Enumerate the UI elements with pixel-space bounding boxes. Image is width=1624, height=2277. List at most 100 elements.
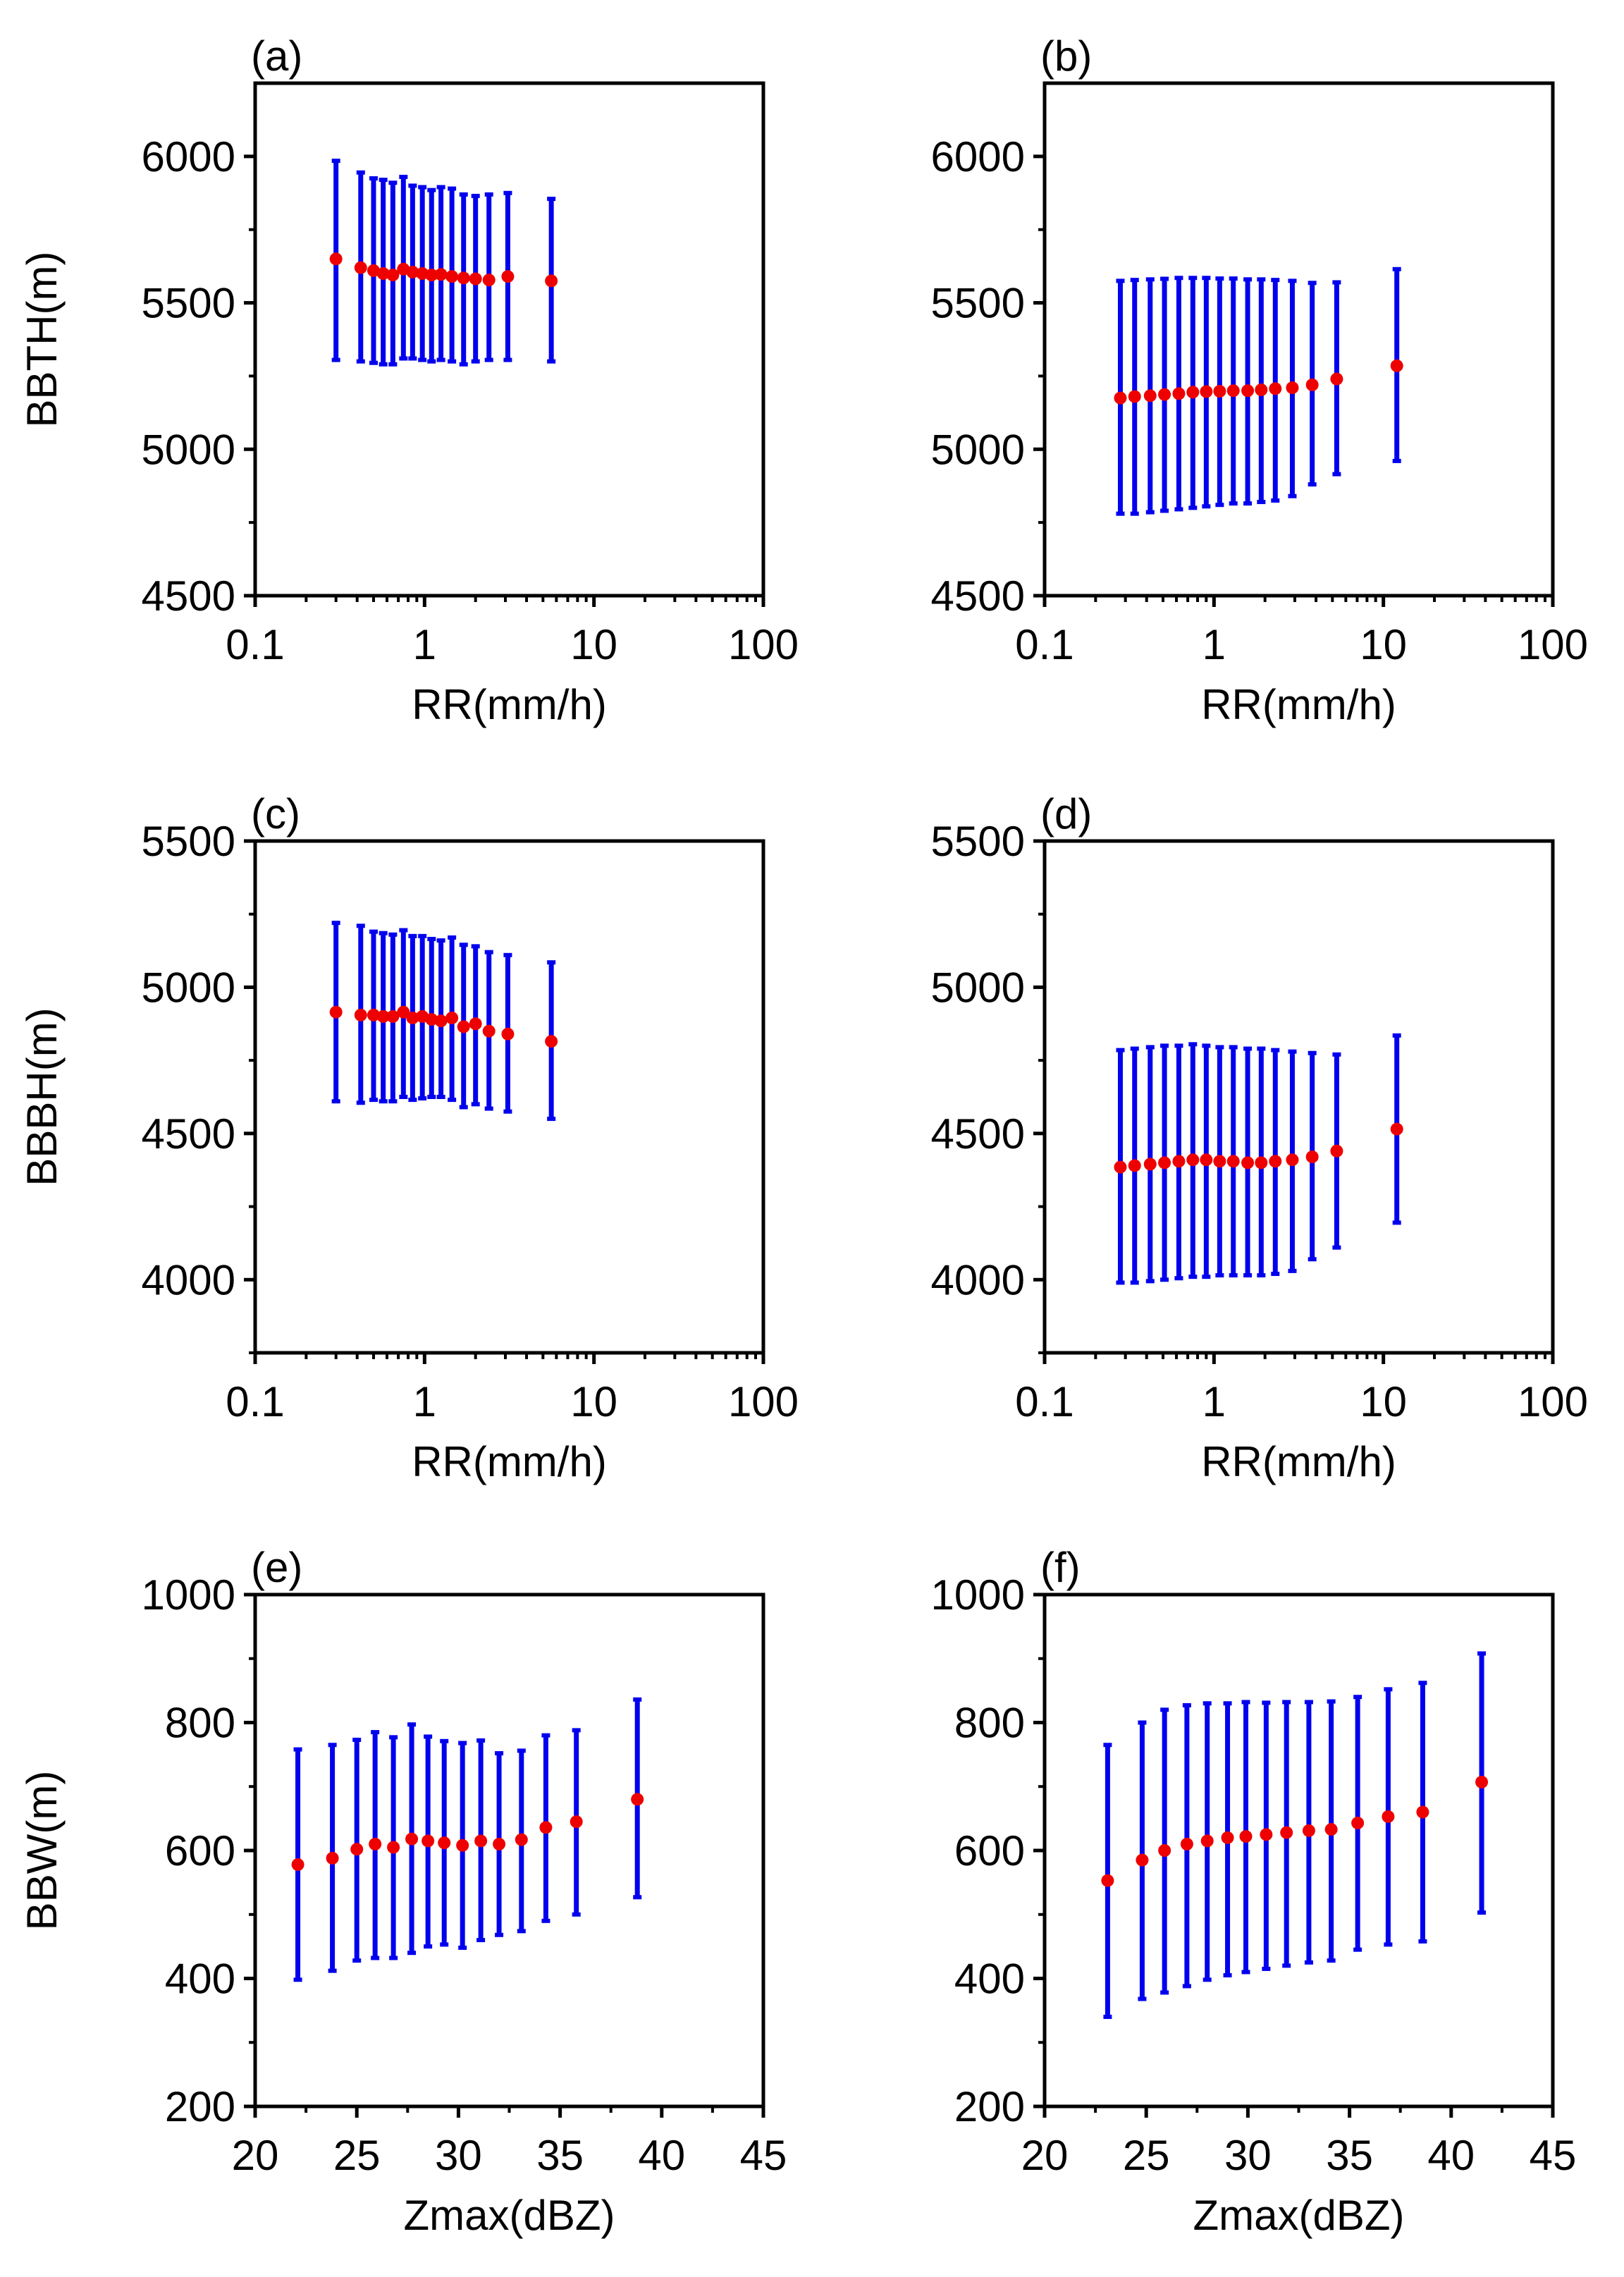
- mean-point: [1158, 388, 1171, 401]
- mean-point: [1143, 389, 1157, 403]
- y-tick-label: 5500: [931, 818, 1025, 865]
- mean-point: [1180, 1837, 1193, 1851]
- mean-point: [329, 1005, 343, 1019]
- mean-point: [539, 1821, 553, 1834]
- x-tick-label: 1: [1202, 1378, 1226, 1425]
- y-tick-label: 4000: [931, 1256, 1025, 1303]
- mean-point: [1390, 1122, 1403, 1136]
- mean-point: [1158, 1844, 1171, 1857]
- x-tick-label: 40: [1427, 2132, 1475, 2179]
- chart-panel-b: 4500 5000 5500 6000 0.1 1 10 100 (b) RR(mm/h): [931, 32, 1589, 728]
- mean-point: [631, 1793, 644, 1806]
- mean-point: [493, 1837, 506, 1851]
- mean-point: [1136, 1853, 1149, 1867]
- x-tick-label: 25: [1123, 2132, 1170, 2179]
- mean-point: [545, 1035, 558, 1048]
- x-tick-label: 10: [570, 621, 617, 668]
- mean-point: [1128, 1159, 1141, 1172]
- y-tick-label: 4500: [931, 1110, 1025, 1158]
- mean-point: [501, 270, 515, 283]
- x-tick-label: 100: [1518, 621, 1588, 668]
- mean-point: [425, 269, 438, 282]
- y-tick-label: 1000: [142, 1571, 235, 1619]
- mean-point: [1416, 1805, 1429, 1819]
- x-axis-label: RR(mm/h): [412, 1438, 607, 1485]
- panel-title: (a): [251, 32, 302, 80]
- mean-point: [1226, 1155, 1240, 1168]
- x-tick-label: 30: [435, 2132, 482, 2179]
- x-tick-label: 100: [1518, 1378, 1588, 1425]
- mean-point: [1382, 1810, 1395, 1823]
- mean-point: [1286, 1153, 1299, 1167]
- mean-point: [387, 1841, 400, 1854]
- mean-point: [406, 265, 419, 278]
- mean-point: [1241, 1156, 1255, 1170]
- mean-point: [1330, 372, 1343, 386]
- mean-point: [386, 1009, 400, 1023]
- mean-point: [386, 269, 400, 282]
- mean-point: [1280, 1826, 1293, 1839]
- x-tick-label: 35: [1326, 2132, 1373, 2179]
- x-tick-label: 20: [232, 2132, 279, 2179]
- mean-point: [482, 1024, 496, 1038]
- x-tick-label: 0.1: [1015, 621, 1074, 668]
- mean-point: [350, 1843, 364, 1856]
- mean-point: [1114, 1160, 1127, 1174]
- panel-title: (f): [1040, 1544, 1081, 1591]
- y-tick-label: 5000: [142, 426, 235, 473]
- panel-title: (b): [1040, 32, 1092, 80]
- x-tick-label: 40: [638, 2132, 685, 2179]
- y-tick-label: 5000: [142, 964, 235, 1011]
- mean-point: [1221, 1831, 1234, 1844]
- x-tick-label: 20: [1021, 2132, 1069, 2179]
- mean-point: [329, 252, 343, 266]
- mean-point: [445, 1011, 459, 1024]
- mean-point: [326, 1851, 339, 1865]
- mean-point: [469, 1017, 482, 1031]
- x-axis-label: Zmax(dBZ): [1193, 2192, 1405, 2239]
- y-tick-label: 200: [954, 2083, 1025, 2130]
- mean-point: [570, 1815, 583, 1829]
- mean-point: [1269, 382, 1282, 395]
- x-axis-label: Zmax(dBZ): [404, 2192, 615, 2239]
- x-tick-label: 10: [570, 1378, 617, 1425]
- mean-point: [1101, 1874, 1114, 1887]
- y-tick-label: 5000: [931, 964, 1025, 1011]
- x-axis-label: RR(mm/h): [1201, 1438, 1396, 1485]
- x-tick-label: 1: [1202, 621, 1226, 668]
- mean-point: [425, 1013, 438, 1026]
- x-axis-label: RR(mm/h): [412, 681, 607, 728]
- mean-point: [1186, 1153, 1200, 1167]
- chart-panel-a: 4500 5000 5500 6000 0.1 1 10 100 (a) RR(mm/h) BBTH…: [18, 32, 799, 728]
- mean-point: [405, 1832, 419, 1846]
- mean-point: [445, 270, 459, 283]
- mean-point: [406, 1011, 419, 1024]
- mean-point: [354, 261, 367, 274]
- mean-point: [1255, 383, 1268, 396]
- mean-point: [474, 1834, 488, 1848]
- mean-point: [1213, 1155, 1226, 1168]
- mean-point: [422, 1834, 435, 1848]
- chart-panel-d: 4000 4500 5000 5500 0.1 1 10 100 (d) RR(mm/h): [931, 790, 1589, 1485]
- mean-point: [1351, 1816, 1365, 1829]
- y-tick-label: 800: [165, 1700, 235, 1747]
- chart-panel-f: 200 400 600 800 1000 20 25 30 35 40 45 (f) Zmax(dBZ): [931, 1544, 1577, 2239]
- mean-point: [1200, 385, 1213, 398]
- mean-point: [1260, 1828, 1273, 1841]
- plot-frame: [253, 839, 765, 1355]
- mean-point: [1305, 378, 1319, 391]
- x-tick-label: 0.1: [1015, 1378, 1074, 1425]
- mean-point: [1172, 387, 1186, 400]
- chart-panel-c: 4000 4500 5000 5500 0.1 1 10 100 (c) RR(mm/h) BBBH…: [18, 790, 799, 1485]
- x-tick-label: 1: [413, 1378, 436, 1425]
- mean-point: [438, 1836, 451, 1850]
- y-tick-label: 5500: [931, 280, 1025, 327]
- mean-point: [354, 1008, 367, 1021]
- x-tick-label: 25: [333, 2132, 381, 2179]
- mean-point: [501, 1027, 515, 1041]
- mean-point: [1226, 384, 1240, 398]
- mean-point: [1213, 385, 1226, 398]
- mean-point: [1390, 359, 1403, 372]
- mean-point: [457, 1020, 470, 1033]
